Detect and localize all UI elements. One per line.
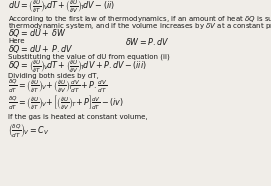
Text: $\delta Q = dU + \;\delta W$: $\delta Q = dU + \;\delta W$	[8, 28, 67, 39]
Text: Here: Here	[8, 38, 25, 44]
Text: $\frac{\delta Q}{dT} = \left(\frac{\partial U}{\partial T}\right)_{\!V}\! + \lef: $\frac{\delta Q}{dT} = \left(\frac{\part…	[8, 93, 124, 111]
Text: $\delta W = P.dV$: $\delta W = P.dV$	[125, 36, 169, 47]
Text: $\delta Q = dU + \;P.dV$: $\delta Q = dU + \;P.dV$	[8, 43, 74, 55]
Text: $\left(\frac{\delta Q}{dT}\right)_{\!V} = C_{V}$: $\left(\frac{\delta Q}{dT}\right)_{\!V} …	[8, 123, 50, 140]
Text: Dividing both sides by dT,: Dividing both sides by dT,	[8, 73, 99, 79]
Text: Substituting the value of dU from equation (ii): Substituting the value of dU from equati…	[8, 54, 170, 60]
Text: $\delta Q = \left(\frac{\partial U}{\partial T}\right)_{\!V}\!dT + \left(\frac{\: $\delta Q = \left(\frac{\partial U}{\par…	[8, 58, 147, 75]
Text: If the gas is heated at constant volume,: If the gas is heated at constant volume,	[8, 114, 148, 120]
Text: According to the first law of thermodynamics, if an amount of heat $\delta Q$ is: According to the first law of thermodyna…	[8, 14, 271, 24]
Text: $dU = \left(\frac{\partial U}{\partial T}\right)_{\!V}\!dT + \left(\frac{\partia: $dU = \left(\frac{\partial U}{\partial T…	[8, 0, 115, 15]
Text: thermodynamic system, and if the volume increases by $\delta V$ at a constant pr: thermodynamic system, and if the volume …	[8, 21, 271, 31]
Text: $\frac{\delta Q}{dT} = \left(\frac{\partial U}{\partial T}\right)_{\!V}\! + \lef: $\frac{\delta Q}{dT} = \left(\frac{\part…	[8, 78, 108, 95]
